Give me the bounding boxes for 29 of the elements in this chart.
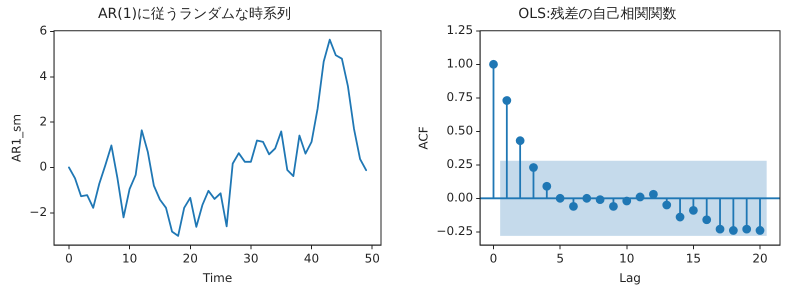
x-tick-label: 30	[243, 252, 259, 266]
y-axis-title: ACF	[416, 126, 430, 150]
x-axis-title: Lag	[619, 270, 641, 285]
x-tick-label: 0	[65, 252, 73, 266]
y-tick-label: 0.75	[446, 90, 474, 104]
y-tick-label: 1.00	[446, 56, 474, 70]
y-tick-label: 0	[39, 160, 48, 174]
x-tick-label: 10	[619, 252, 634, 266]
x-tick-label: 0	[490, 252, 498, 266]
chart-title: OLS:残差の自己相関関数	[518, 6, 677, 22]
y-tick-label: 0.00	[446, 190, 474, 204]
y-tick-label: 4	[39, 68, 48, 83]
x-tick-label: 5	[556, 252, 564, 266]
x-tick-label: 20	[182, 252, 198, 266]
chart-title: AR(1)に従うランダムな時系列	[98, 6, 292, 22]
y-axis-title: AR1_sm	[9, 114, 24, 162]
y-tick-label: −2	[29, 204, 48, 219]
x-tick-label: 50	[364, 252, 380, 266]
y-tick-label: 0.25	[446, 156, 474, 171]
y-tick-label: 6	[39, 24, 48, 38]
y-tick-label: 0.50	[446, 123, 474, 138]
y-tick-label: −0.25	[436, 224, 474, 238]
x-tick-label: 20	[752, 252, 768, 266]
x-axis-title: Time	[202, 270, 232, 285]
x-tick-label: 15	[686, 252, 702, 266]
y-tick-label: 1.25	[446, 22, 474, 37]
x-tick-label: 10	[122, 252, 138, 266]
x-tick-label: 40	[304, 252, 320, 266]
y-tick-label: 2	[39, 114, 48, 128]
